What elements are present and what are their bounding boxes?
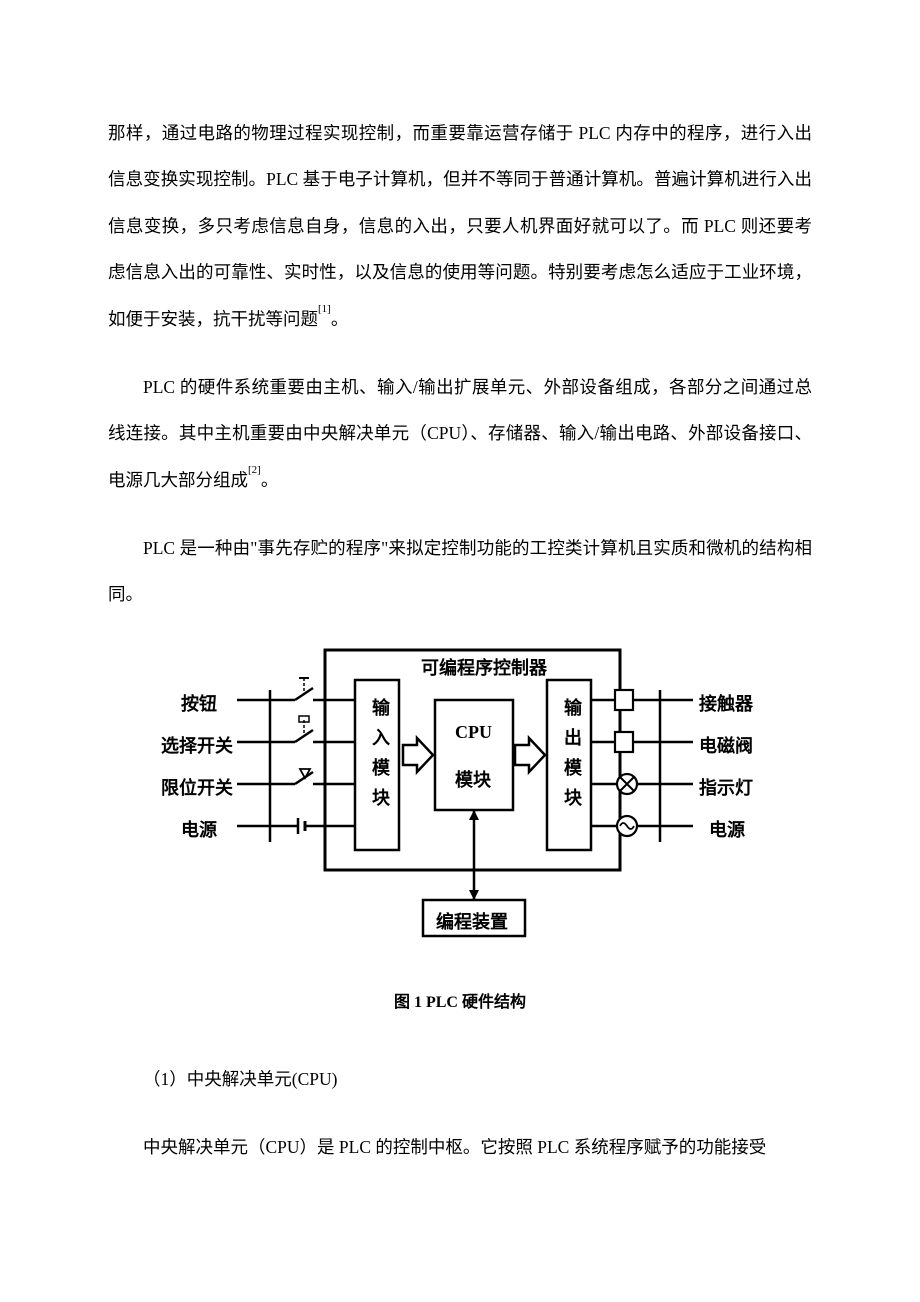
p3-text: PLC 是一种由"事先存贮的程序"来拟定控制功能的工控类计算机且实质和微机的结构…	[108, 538, 812, 604]
right-label-1: 接触器	[699, 690, 753, 716]
left-label-3: 限位开关	[161, 774, 233, 800]
section-body: 中央解决单元（CPU）是 PLC 的控制中枢。它按照 PLC 系统程序赋予的功能…	[108, 1124, 812, 1170]
paragraph-1: 那样，通过电路的物理过程实现控制，而重要靠运营存储于 PLC 内存中的程序，进行…	[108, 110, 812, 342]
section-heading-text: （1）中央解决单元(CPU)	[143, 1069, 337, 1089]
left-label-1: 按钮	[181, 690, 217, 716]
left-label-4: 电源	[181, 816, 217, 842]
p2-tail: 。	[261, 470, 279, 490]
output-module-label: 输出模块	[559, 698, 585, 818]
right-label-4: 电源	[709, 816, 745, 842]
input-module-label: 输入模块	[367, 698, 393, 818]
right-label-3: 指示灯	[699, 774, 753, 800]
p1-tail: 。	[331, 309, 349, 329]
diagram-svg	[155, 640, 765, 950]
cpu-label-top: CPU	[455, 722, 492, 743]
p1-text: 那样，通过电路的物理过程实现控制，而重要靠运营存储于 PLC 内存中的程序，进行…	[108, 123, 812, 329]
diagram-title: 可编程序控制器	[421, 654, 547, 680]
p2-ref: [2]	[248, 464, 261, 476]
section-body-text: 中央解决单元（CPU）是 PLC 的控制中枢。它按照 PLC 系统程序赋予的功能…	[143, 1137, 766, 1157]
section-heading: （1）中央解决单元(CPU)	[108, 1056, 812, 1102]
programmer-label: 编程装置	[436, 908, 508, 934]
right-label-2: 电磁阀	[699, 732, 753, 758]
left-label-2: 选择开关	[161, 732, 233, 758]
plc-hardware-diagram: 可编程序控制器 按钮 选择开关 限位开关 电源 接触器 电磁阀 指示灯 电源 输…	[155, 640, 765, 950]
p1-ref: [1]	[318, 303, 331, 315]
paragraph-2: PLC 的硬件系统重要由主机、输入/输出扩展单元、外部设备组成，各部分之间通过总…	[108, 364, 812, 503]
figure-caption: 图 1 PLC 硬件结构	[108, 988, 812, 1012]
p2-text: PLC 的硬件系统重要由主机、输入/输出扩展单元、外部设备组成，各部分之间通过总…	[108, 377, 812, 490]
cpu-label-bottom: 模块	[455, 766, 491, 792]
paragraph-3: PLC 是一种由"事先存贮的程序"来拟定控制功能的工控类计算机且实质和微机的结构…	[108, 525, 812, 618]
